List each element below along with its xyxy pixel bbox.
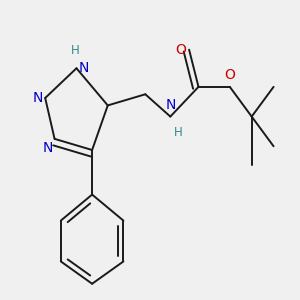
Text: H: H [174,126,182,139]
Text: H: H [70,44,79,57]
Text: O: O [176,43,187,57]
Text: N: N [43,141,53,155]
Text: N: N [165,98,175,112]
Text: N: N [79,61,89,75]
Text: N: N [32,91,43,105]
Text: O: O [224,68,235,83]
